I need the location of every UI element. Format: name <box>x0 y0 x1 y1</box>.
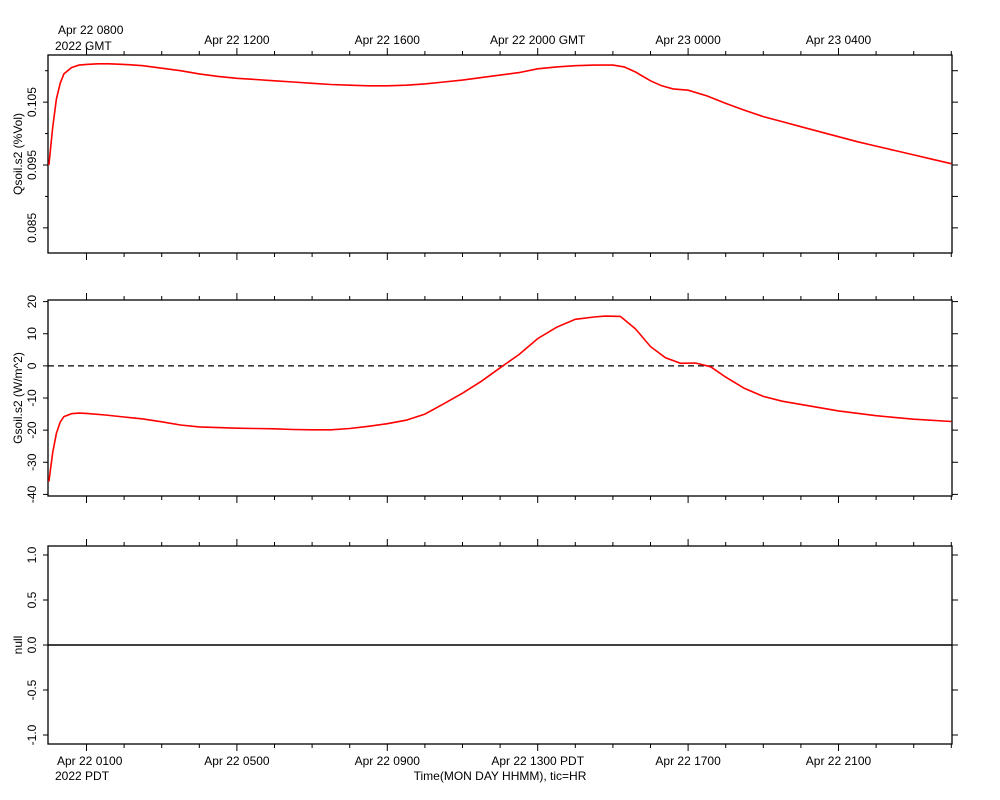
top-axis-labels: Apr 22 1200 Apr 22 1600 Apr 22 2000 GMT Apr… <box>204 33 871 47</box>
gsoil-ylabel: Gsoil.s2 (W/m^2) <box>11 352 25 444</box>
top-axis-label: Apr 22 1600 <box>355 33 421 47</box>
gsoil-ytick-label: -40 <box>25 485 39 503</box>
bottom-axis-label: Apr 22 0900 <box>355 754 421 768</box>
bottom-axis-label: Apr 22 1300 PDT <box>491 754 584 768</box>
gsoil-ytick-label: -30 <box>25 453 39 471</box>
null-ylabel: null <box>11 636 25 655</box>
gsoil-ytick-label: -20 <box>25 421 39 439</box>
qsoil-panel: Qsoil.s2 (%Vol) 0.085 0.095 0.105 <box>11 48 958 260</box>
null-ytick-label: 1.0 <box>25 546 39 563</box>
gsoil-ytick-label: 0 <box>25 362 39 369</box>
bottom-axis-label: Apr 22 0500 <box>204 754 270 768</box>
qsoil-ytick-label: 0.105 <box>25 87 39 117</box>
qsoil-frame <box>47 54 953 254</box>
top-axis-label: Apr 23 0400 <box>806 33 872 47</box>
null-ytick-label: -0.5 <box>25 679 39 700</box>
qsoil-ytick-label: 0.095 <box>25 150 39 180</box>
null-panel: null -1.0 -0.5 0.0 0.5 1.0 <box>11 539 958 751</box>
bottom-axis-label: Apr 22 1700 <box>655 754 721 768</box>
gsoil-ytick-label: -10 <box>25 389 39 407</box>
null-ytick-label: -1.0 <box>25 724 39 745</box>
top-axis-first-label: Apr 22 0800 <box>58 23 124 37</box>
top-axis-label: Apr 22 1200 <box>204 33 270 47</box>
x-axis-title: Time(MON DAY HHMM), tic=HR <box>414 769 587 783</box>
gsoil-frame <box>47 299 953 497</box>
qsoil-series-line <box>48 63 952 166</box>
gsoil-panel: Gsoil.s2 (W/m^2) -40 -30 -20 -10 0 10 20 <box>11 293 958 503</box>
bottom-axis-first-label-year: 2022 PDT <box>55 769 110 783</box>
top-axis-first-label-year: 2022 GMT <box>55 39 112 53</box>
null-ytick-label: 0.5 <box>25 591 39 608</box>
top-axis-label: Apr 22 2000 GMT <box>490 33 586 47</box>
gsoil-ytick-label: 10 <box>25 327 39 341</box>
qsoil-ylabel: Qsoil.s2 (%Vol) <box>11 113 25 195</box>
gsoil-series-line <box>48 315 952 482</box>
gsoil-ytick-label: 20 <box>25 295 39 309</box>
top-axis-label: Apr 23 0000 <box>655 33 721 47</box>
qsoil-ytick-label: 0.085 <box>25 213 39 243</box>
bottom-axis-first-label: Apr 22 0100 <box>57 754 123 768</box>
bottom-axis-labels: Apr 22 0500 Apr 22 0900 Apr 22 1300 PDT Apr… <box>204 754 871 768</box>
bottom-axis-label: Apr 22 2100 <box>806 754 872 768</box>
null-ytick-label: 0.0 <box>25 636 39 653</box>
